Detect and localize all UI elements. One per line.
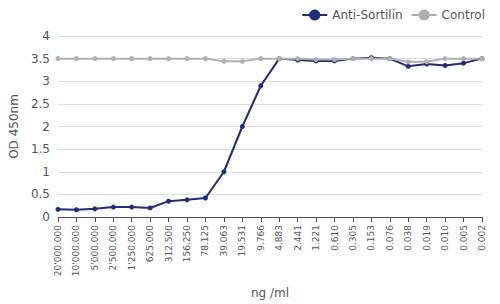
svg-text:1.221: 1.221 bbox=[311, 225, 321, 251]
svg-text:Control: Control bbox=[442, 8, 485, 22]
svg-text:625.000: 625.000 bbox=[145, 225, 155, 262]
svg-text:1.5: 1.5 bbox=[31, 142, 50, 156]
svg-text:0.305: 0.305 bbox=[348, 225, 358, 251]
svg-text:1: 1 bbox=[42, 165, 50, 179]
svg-text:3.5: 3.5 bbox=[31, 52, 50, 66]
svg-text:4.883: 4.883 bbox=[274, 225, 284, 251]
svg-text:0.010: 0.010 bbox=[440, 225, 450, 251]
svg-text:0.038: 0.038 bbox=[403, 225, 413, 251]
svg-text:5'000.000: 5'000.000 bbox=[90, 225, 100, 271]
svg-text:Anti-Sortilin: Anti-Sortilin bbox=[332, 8, 402, 22]
svg-text:ng /ml: ng /ml bbox=[251, 286, 289, 300]
svg-text:0: 0 bbox=[42, 210, 50, 224]
svg-text:2'500.000: 2'500.000 bbox=[108, 225, 118, 271]
svg-text:156.250: 156.250 bbox=[182, 225, 192, 262]
svg-text:2: 2 bbox=[42, 120, 50, 134]
svg-text:0.019: 0.019 bbox=[422, 225, 432, 251]
svg-text:0.002: 0.002 bbox=[477, 225, 487, 251]
svg-text:10'000.000: 10'000.000 bbox=[71, 225, 81, 276]
svg-text:0.005: 0.005 bbox=[459, 225, 469, 251]
svg-text:0.153: 0.153 bbox=[366, 225, 376, 251]
svg-text:0.076: 0.076 bbox=[385, 225, 395, 251]
svg-text:0.5: 0.5 bbox=[31, 187, 50, 201]
svg-text:19.531: 19.531 bbox=[237, 225, 247, 257]
svg-text:0.610: 0.610 bbox=[330, 225, 340, 251]
svg-text:312.500: 312.500 bbox=[164, 225, 174, 262]
svg-text:20'000.000: 20'000.000 bbox=[53, 225, 63, 276]
svg-text:3: 3 bbox=[42, 74, 50, 88]
svg-text:39.063: 39.063 bbox=[219, 225, 229, 257]
svg-text:78.125: 78.125 bbox=[200, 225, 210, 257]
svg-text:1'250.000: 1'250.000 bbox=[127, 225, 137, 271]
svg-text:9.766: 9.766 bbox=[256, 225, 266, 251]
svg-text:4: 4 bbox=[42, 29, 50, 43]
svg-text:2.5: 2.5 bbox=[31, 97, 50, 111]
svg-text:2.441: 2.441 bbox=[293, 225, 303, 251]
svg-text:OD 450nm: OD 450nm bbox=[7, 94, 21, 159]
